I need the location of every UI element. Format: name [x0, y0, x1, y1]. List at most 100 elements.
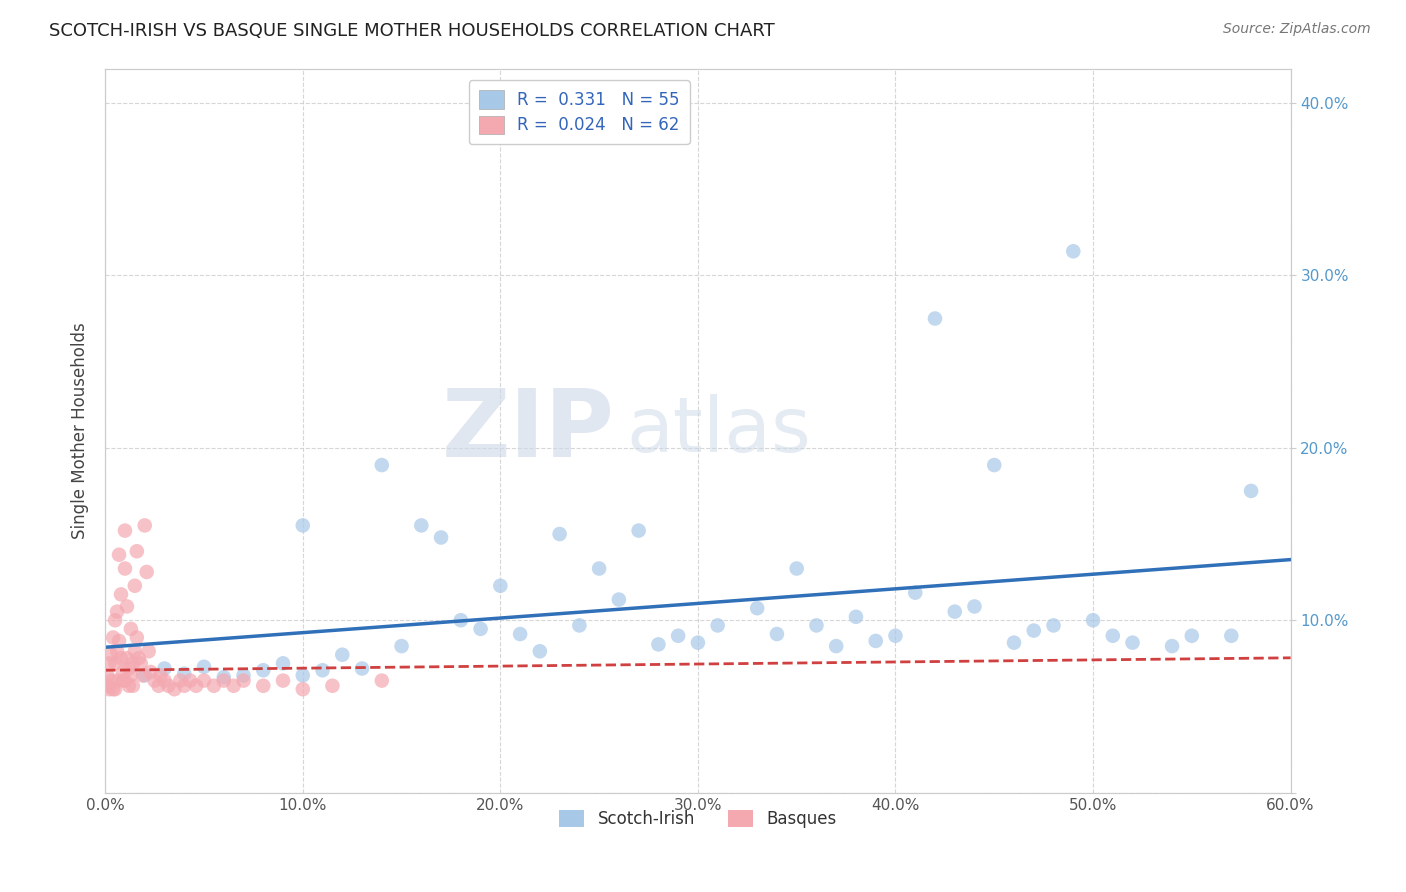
Point: [706, 618, 728, 632]
Point: [105, 644, 128, 658]
Point: [212, 670, 235, 684]
Point: [321, 679, 343, 693]
Point: [96, 668, 118, 682]
Point: [845, 609, 868, 624]
Point: [128, 651, 150, 665]
Point: [157, 679, 180, 693]
Point: [108, 634, 131, 648]
Point: [430, 531, 453, 545]
Point: [311, 663, 333, 677]
Point: [104, 613, 127, 627]
Point: [884, 629, 907, 643]
Point: [193, 660, 215, 674]
Point: [666, 629, 689, 643]
Point: [114, 524, 136, 538]
Point: [391, 639, 413, 653]
Point: [132, 668, 155, 682]
Text: atlas: atlas: [627, 393, 811, 467]
Point: [110, 651, 132, 665]
Point: [184, 679, 207, 693]
Point: [470, 622, 492, 636]
Point: [1042, 618, 1064, 632]
Point: [114, 561, 136, 575]
Point: [1002, 635, 1025, 649]
Point: [193, 673, 215, 688]
Point: [232, 673, 254, 688]
Text: SCOTCH-IRISH VS BASQUE SINGLE MOTHER HOUSEHOLDS CORRELATION CHART: SCOTCH-IRISH VS BASQUE SINGLE MOTHER HOU…: [49, 22, 775, 40]
Point: [1062, 244, 1084, 259]
Point: [100, 648, 122, 662]
Point: [1220, 629, 1243, 643]
Point: [138, 644, 160, 658]
Point: [149, 668, 172, 682]
Point: [291, 682, 314, 697]
Point: [98, 682, 121, 697]
Point: [489, 579, 512, 593]
Point: [983, 458, 1005, 472]
Point: [766, 627, 789, 641]
Point: [105, 605, 128, 619]
Point: [509, 627, 531, 641]
Point: [163, 682, 186, 697]
Point: [271, 673, 294, 688]
Point: [111, 665, 134, 679]
Point: [352, 661, 374, 675]
Point: [943, 605, 966, 619]
Point: [747, 601, 769, 615]
Point: [96, 679, 118, 693]
Point: [924, 311, 946, 326]
Point: [1101, 629, 1123, 643]
Point: [330, 648, 353, 662]
Point: [450, 613, 472, 627]
Point: [825, 639, 848, 653]
Point: [105, 673, 128, 688]
Point: [252, 679, 274, 693]
Point: [101, 631, 124, 645]
Point: [110, 587, 132, 601]
Point: [148, 679, 170, 693]
Point: [135, 565, 157, 579]
Y-axis label: Single Mother Households: Single Mother Households: [72, 322, 89, 539]
Point: [153, 673, 176, 688]
Point: [627, 524, 650, 538]
Point: [291, 518, 314, 533]
Legend: Scotch-Irish, Basques: Scotch-Irish, Basques: [553, 804, 844, 835]
Point: [104, 657, 127, 671]
Point: [202, 679, 225, 693]
Point: [371, 673, 394, 688]
Point: [904, 585, 927, 599]
Point: [1181, 629, 1204, 643]
Point: [98, 657, 121, 671]
Point: [1081, 613, 1104, 627]
Point: [212, 673, 235, 688]
Point: [129, 657, 152, 671]
Point: [118, 679, 141, 693]
Point: [222, 679, 245, 693]
Point: [134, 518, 156, 533]
Point: [104, 682, 127, 697]
Point: [115, 651, 138, 665]
Text: Source: ZipAtlas.com: Source: ZipAtlas.com: [1223, 22, 1371, 37]
Point: [291, 668, 314, 682]
Point: [1122, 635, 1144, 649]
Point: [232, 668, 254, 682]
Point: [124, 579, 146, 593]
Point: [111, 673, 134, 688]
Point: [1161, 639, 1184, 653]
Point: [588, 561, 610, 575]
Point: [120, 622, 142, 636]
Point: [963, 599, 986, 614]
Point: [122, 679, 145, 693]
Point: [252, 663, 274, 677]
Point: [371, 458, 394, 472]
Point: [153, 661, 176, 675]
Point: [686, 635, 709, 649]
Point: [647, 637, 669, 651]
Text: ZIP: ZIP: [441, 384, 614, 476]
Point: [865, 634, 887, 648]
Point: [568, 618, 591, 632]
Point: [411, 518, 433, 533]
Point: [115, 599, 138, 614]
Point: [1022, 624, 1045, 638]
Point: [122, 657, 145, 671]
